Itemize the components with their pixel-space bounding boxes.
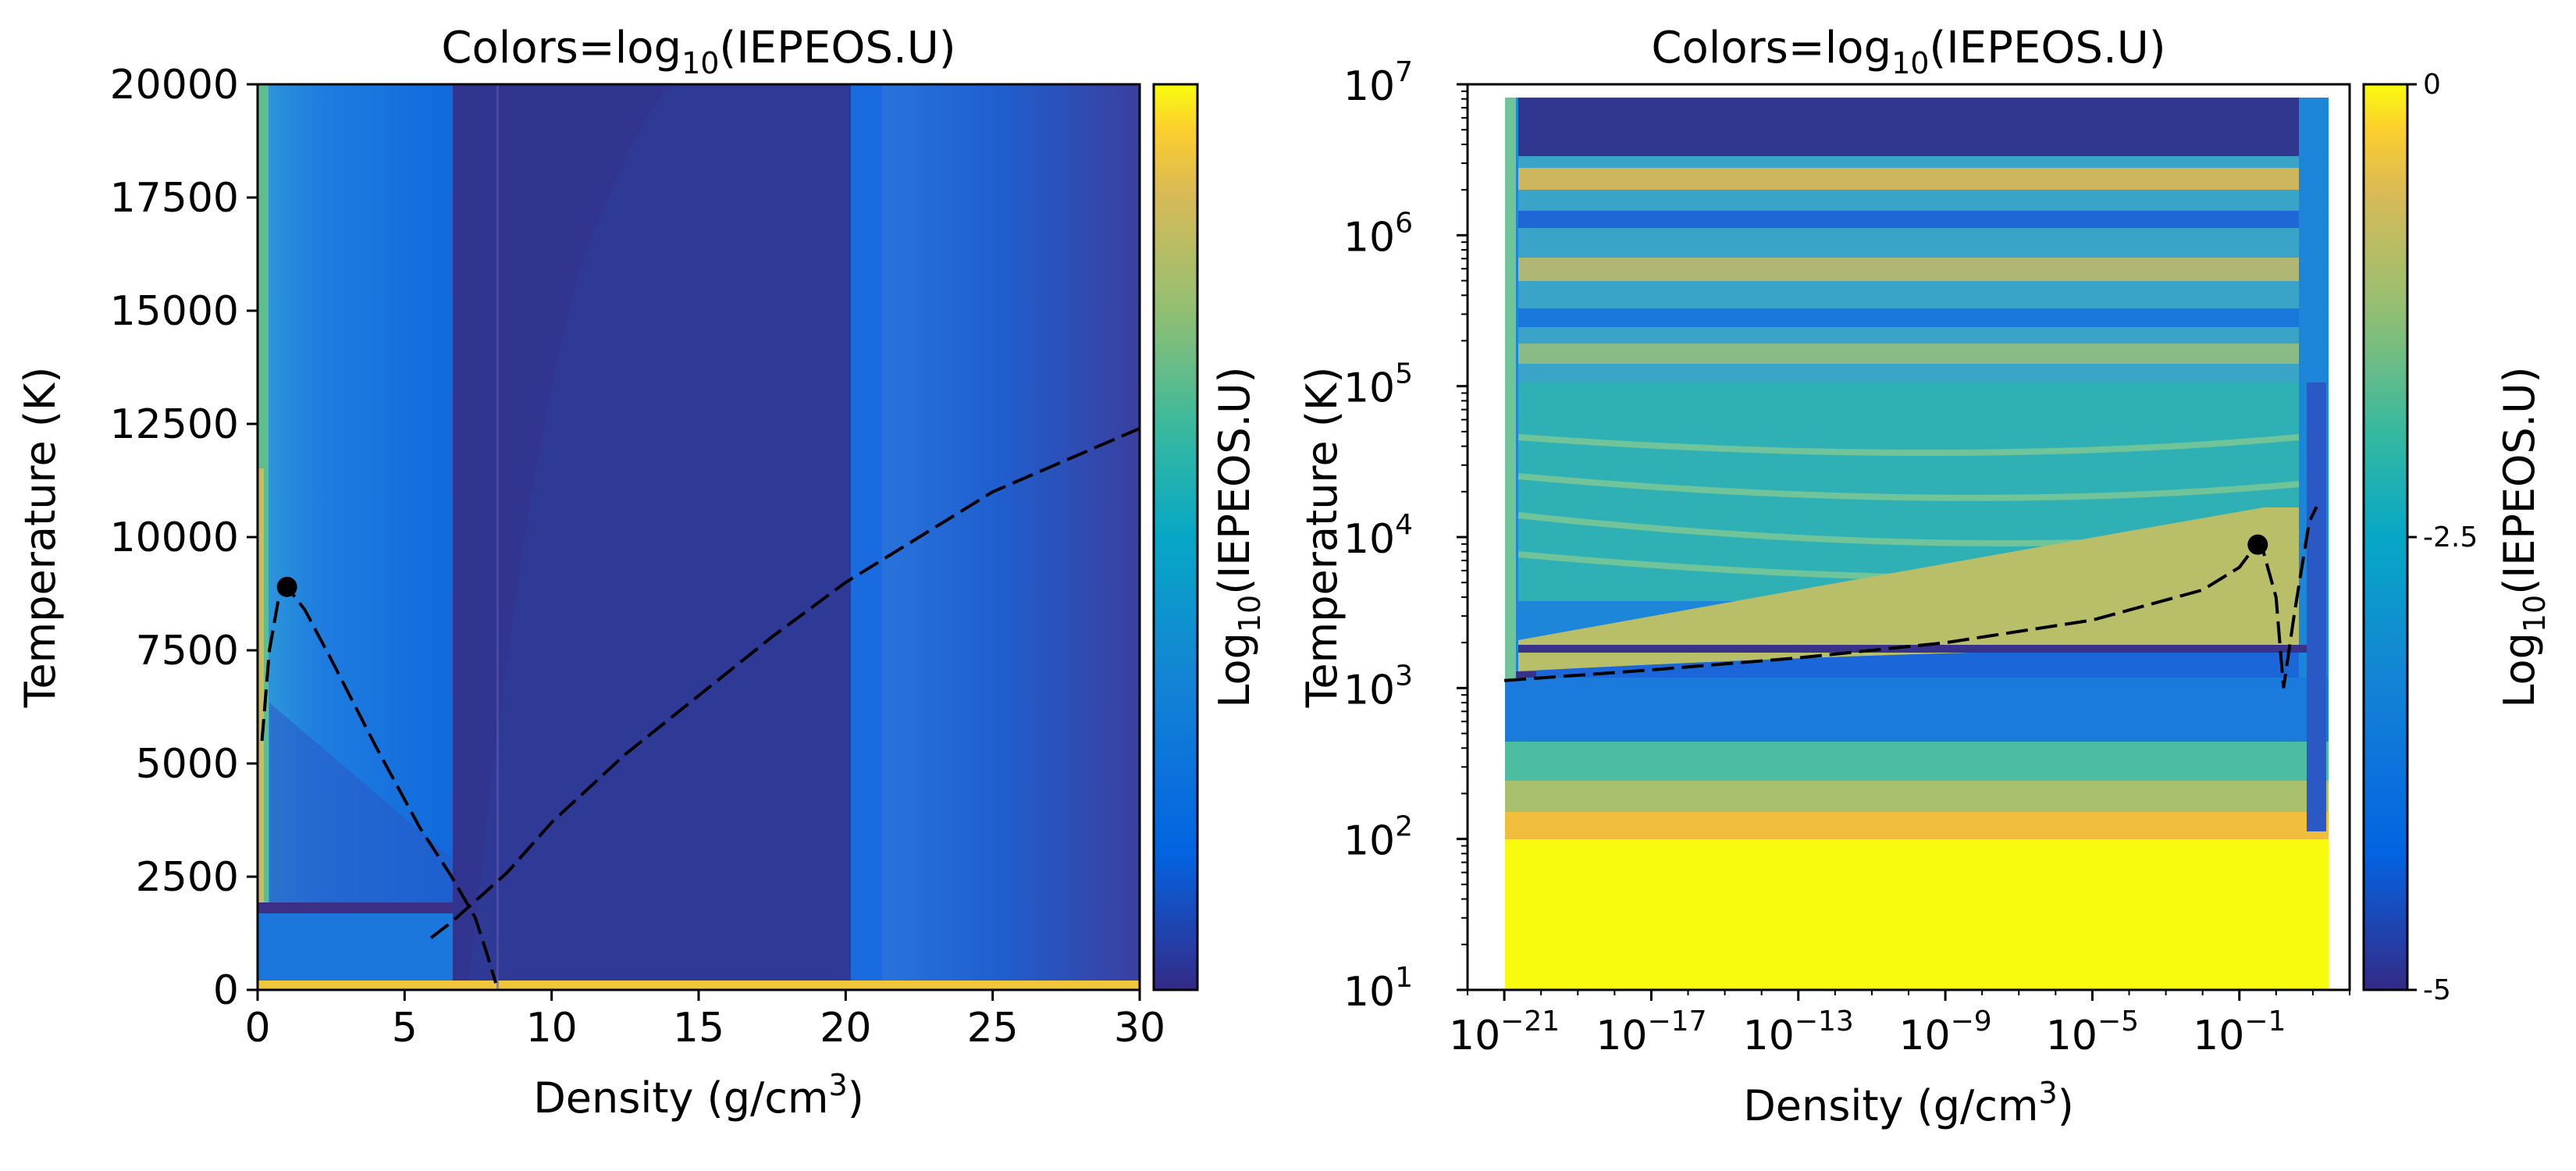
panel-1-y-tick-label: 0	[213, 967, 239, 1014]
panel-2-colorbar-tick-label: -5	[2423, 974, 2451, 1006]
panel-2-dashed-curve	[1503, 506, 2318, 689]
panel-2-colorbar-tick-label: 0	[2423, 69, 2441, 101]
panel-2-colorbar-ticks: 0 -2.5 -5	[2407, 69, 2478, 1006]
panel-1-marker-group	[276, 576, 297, 597]
panel-2-marker	[2247, 534, 2268, 555]
panel-2-y-tick-label: 101	[1343, 962, 1413, 1016]
panel-1-y-tick-label: 20000	[110, 62, 239, 109]
panel-2-x-tick-label: 10−5	[2046, 1005, 2139, 1059]
panel-1-curves	[260, 426, 1140, 984]
panel-2-x-tick-label: 10−1	[2193, 1005, 2286, 1059]
panel-2-x-tick-label: 10−17	[1596, 1005, 1706, 1059]
panel-1-heatmap	[258, 84, 1140, 990]
panel-1-title: Colors=log10(IEPEOS.U)	[441, 23, 955, 80]
panel-2-y-tick-label: 105	[1343, 358, 1413, 412]
panel-1-x-tick-label: 0	[244, 1005, 270, 1052]
panel-1-x-tick-label: 15	[673, 1005, 724, 1052]
panel-2-ylabel: Temperature (K)	[1297, 367, 1347, 709]
panel-1-y-tick-label: 2500	[136, 854, 239, 901]
panel-1-marker	[276, 576, 297, 597]
panel-2-colorbar	[2362, 83, 2409, 991]
panel-1-dashed-curve	[260, 584, 498, 984]
panel-2: Colors=log10(IEPEOS.U)	[1297, 23, 2552, 1130]
panel-1-colorbar	[1152, 83, 1199, 991]
panel-2-colorbar-label: Log10(IEPEOS.U)	[2495, 366, 2552, 707]
panel-1-y-tick-label: 10000	[110, 514, 239, 561]
panel-2-y-ticks: 101 102 103 104 105 106 107	[1343, 56, 1468, 1016]
panel-2-heatmap	[1468, 84, 2350, 990]
panel-2-x-tick-label: 10−13	[1743, 1005, 1854, 1059]
panel-1-x-ticks: 0 5 10 15 20 25 30	[244, 990, 1165, 1052]
panel-1: Colors=log10(IEPEOS.U) 0 5 10 15 20 25 30 0 250…	[16, 23, 1267, 1123]
panel-1-y-tick-label: 17500	[110, 175, 239, 222]
panel-2-colorbar-tick-label: -2.5	[2423, 521, 2478, 553]
panel-1-y-tick-label: 5000	[136, 741, 239, 788]
panel-2-x-tick-label: 10−9	[1898, 1005, 1991, 1059]
panel-1-x-tick-label: 25	[967, 1005, 1019, 1052]
panel-2-xlabel: Density (g/cm3)	[1743, 1076, 2074, 1130]
panel-2-marker-group	[2247, 534, 2268, 555]
panel-1-y-tick-label: 15000	[110, 288, 239, 335]
panel-1-y-tick-label: 7500	[136, 628, 239, 674]
panel-2-x-tick-label: 10−21	[1449, 1005, 1560, 1059]
panel-1-colorbar-label: Log10(IEPEOS.U)	[1210, 366, 1267, 707]
panel-1-y-ticks: 0 2500 5000 7500 10000 12500 15000 17500 20000	[110, 62, 258, 1014]
panel-1-x-tick-label: 5	[392, 1005, 418, 1052]
panel-2-x-ticks: 10−21 10−17 10−13 10−9 10−5 10−1	[1449, 990, 2350, 1059]
panel-2-y-tick-label: 104	[1343, 509, 1413, 563]
panel-2-title: Colors=log10(IEPEOS.U)	[1651, 23, 2165, 80]
panel-1-y-tick-label: 12500	[110, 401, 239, 448]
panel-1-dashed-curve	[429, 426, 1140, 939]
panel-1-ylabel: Temperature (K)	[16, 367, 65, 709]
panel-1-xlabel: Density (g/cm3)	[533, 1068, 864, 1123]
panel-2-y-tick-label: 107	[1343, 56, 1413, 110]
panel-1-x-tick-label: 10	[526, 1005, 578, 1052]
panel-2-y-tick-label: 106	[1343, 207, 1413, 261]
panel-2-y-tick-label: 102	[1343, 811, 1413, 865]
panel-2-y-tick-label: 103	[1343, 660, 1413, 714]
panel-1-x-tick-label: 30	[1114, 1005, 1165, 1052]
panel-2-curves	[1503, 506, 2318, 689]
panel-1-x-tick-label: 20	[820, 1005, 871, 1052]
